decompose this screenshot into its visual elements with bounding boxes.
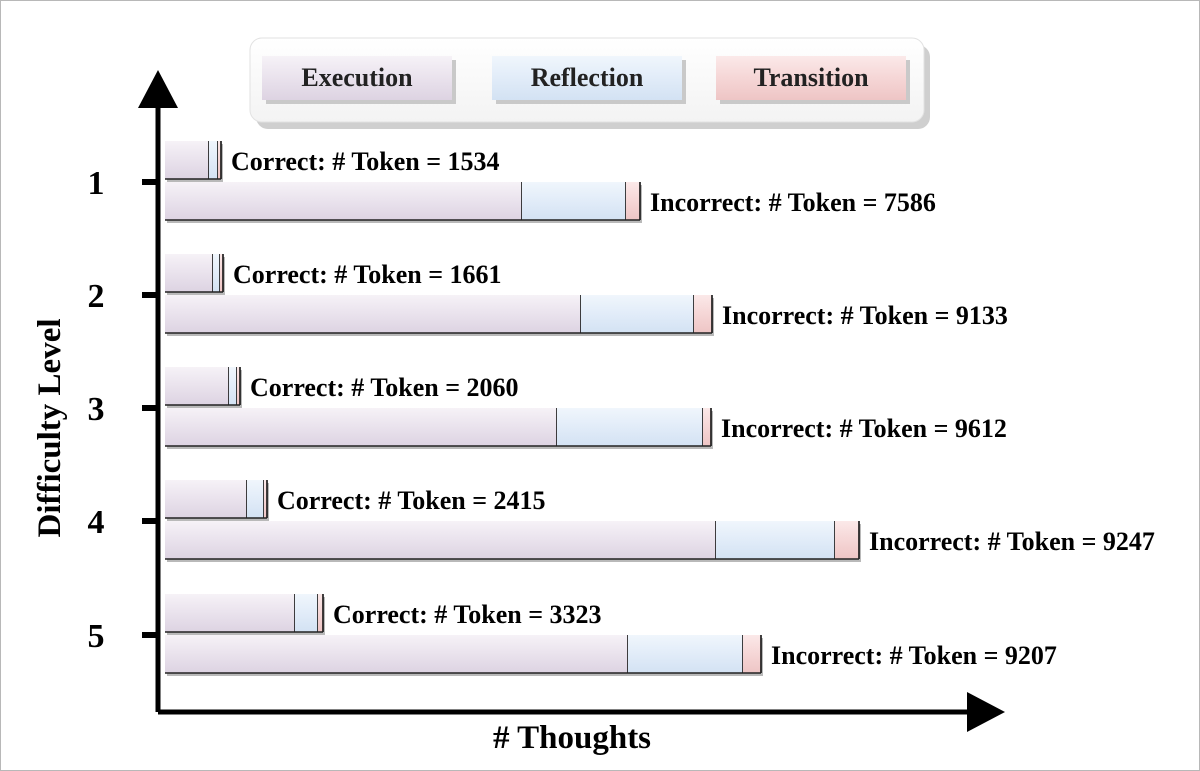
legend-swatch-transition <box>716 56 906 100</box>
incorrect-token-label: Incorrect: # Token = 9133 <box>722 301 1008 330</box>
x-axis-title: # Thoughts <box>493 720 651 756</box>
incorrect-bar-execution-5 <box>165 635 628 673</box>
correct-bar-reflection-2 <box>213 254 220 292</box>
y-tick-label: 1 <box>88 165 105 202</box>
incorrect-bar-execution-3 <box>165 408 557 446</box>
correct-bar-transition-2 <box>220 254 223 292</box>
legend-swatch-execution <box>262 56 452 100</box>
correct-bar-reflection-3 <box>229 367 237 405</box>
y-tick-label: 3 <box>88 391 105 428</box>
incorrect-bar-execution-4 <box>165 521 716 559</box>
y-tick-label: 2 <box>88 278 105 315</box>
x-axis-arrow <box>967 692 1005 732</box>
incorrect-bar-transition-4 <box>835 521 859 559</box>
incorrect-bar-reflection-5 <box>628 635 743 673</box>
incorrect-bar-transition-2 <box>694 295 712 333</box>
incorrect-bar-reflection-3 <box>557 408 703 446</box>
correct-bar-transition-4 <box>264 480 267 518</box>
correct-token-label: Correct: # Token = 1661 <box>233 260 502 289</box>
legend-label-transition: Transition <box>753 63 869 92</box>
incorrect-token-label: Incorrect: # Token = 9207 <box>771 641 1057 670</box>
correct-bar-transition-5 <box>318 594 323 632</box>
correct-bar-reflection-5 <box>295 594 318 632</box>
correct-bar-transition-3 <box>237 367 240 405</box>
incorrect-bar-execution-1 <box>165 182 522 220</box>
incorrect-bar-transition-3 <box>703 408 711 446</box>
y-tick-label: 5 <box>88 618 105 655</box>
y-axis-arrow <box>138 70 178 108</box>
correct-token-label: Correct: # Token = 2415 <box>277 486 546 515</box>
incorrect-token-label: Incorrect: # Token = 9612 <box>721 414 1007 443</box>
correct-bar-execution-1 <box>165 141 209 179</box>
incorrect-bar-transition-5 <box>743 635 761 673</box>
incorrect-bar-transition-1 <box>626 182 640 220</box>
incorrect-bar-reflection-2 <box>581 295 694 333</box>
correct-bar-execution-2 <box>165 254 213 292</box>
legend: Execution Reflection Transition <box>249 37 930 129</box>
incorrect-bar-reflection-1 <box>522 182 626 220</box>
correct-bar-execution-5 <box>165 594 295 632</box>
legend-label-reflection: Reflection <box>531 63 644 92</box>
correct-token-label: Correct: # Token = 2060 <box>250 373 519 402</box>
correct-token-label: Correct: # Token = 3323 <box>333 600 602 629</box>
correct-bar-reflection-4 <box>247 480 264 518</box>
incorrect-token-label: Incorrect: # Token = 7586 <box>650 188 936 217</box>
legend-swatch-reflection <box>492 56 682 100</box>
incorrect-bar-execution-2 <box>165 295 581 333</box>
correct-token-label: Correct: # Token = 1534 <box>231 147 500 176</box>
legend-label-execution: Execution <box>301 63 413 92</box>
y-tick-label: 4 <box>88 504 105 541</box>
incorrect-bar-reflection-4 <box>716 521 835 559</box>
correct-bar-transition-1 <box>218 141 221 179</box>
y-axis-title: Difficulty Level <box>32 318 68 537</box>
correct-bar-execution-3 <box>165 367 229 405</box>
correct-bar-execution-4 <box>165 480 247 518</box>
correct-bar-reflection-1 <box>209 141 218 179</box>
incorrect-token-label: Incorrect: # Token = 9247 <box>869 527 1155 556</box>
